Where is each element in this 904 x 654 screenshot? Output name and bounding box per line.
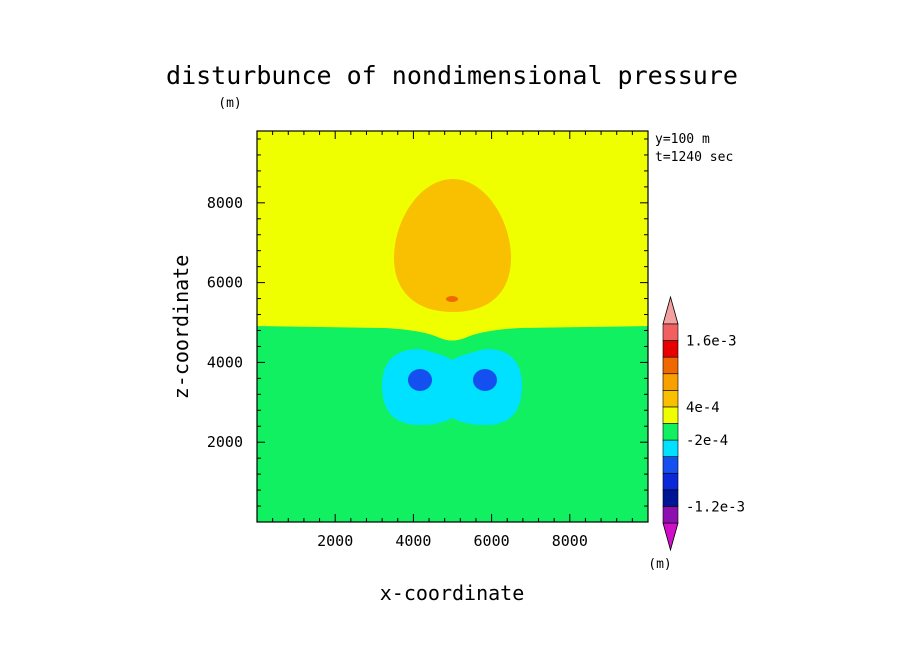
colorbar-segment <box>662 489 679 507</box>
colorbar-extend-high <box>662 295 679 325</box>
colorbar-label-3: 1.6e-3 <box>686 334 737 350</box>
field-low-core-right <box>473 369 497 391</box>
x-tick-label-8000: 8000 <box>552 532 588 550</box>
colorbar-segment <box>662 456 679 474</box>
colorbar-segment <box>662 506 679 524</box>
colorbar <box>662 295 679 552</box>
colorbar-segment <box>662 323 679 341</box>
colorbar-segment <box>662 340 679 358</box>
colorbar-label-0: -1.2e-3 <box>686 499 745 515</box>
annotation-y-slice: y=100 m <box>655 132 710 147</box>
field-warm-bubble <box>394 179 511 312</box>
annotation-time: t=1240 sec <box>655 150 733 165</box>
colorbar-segment <box>662 472 679 491</box>
colorbar-label-1: -2e-4 <box>686 433 728 449</box>
x-tick-label-2000: 2000 <box>317 532 353 550</box>
y-axis-label: z-coordinate <box>169 255 193 400</box>
plot-area <box>256 130 649 523</box>
chart-title: disturbunce of nondimensional pressure <box>166 61 738 90</box>
plot-frame <box>256 130 649 523</box>
y-tick-label-6000: 6000 <box>207 274 243 292</box>
y-tick-label-2000: 2000 <box>207 433 243 451</box>
field-low-core-left <box>408 369 432 391</box>
colorbar-segment <box>662 423 679 441</box>
field-inner-peak <box>446 296 458 302</box>
axis-ticks <box>257 131 648 522</box>
y-tick-label-4000: 4000 <box>207 353 243 371</box>
colorbar-segment <box>662 406 679 424</box>
x-tick-label-4000: 4000 <box>395 532 431 550</box>
x-axis-label: x-coordinate <box>380 581 525 605</box>
colorbar-label-2: 4e-4 <box>686 400 720 416</box>
field-low-lobe-outer <box>382 349 522 425</box>
colorbar-segment <box>662 390 679 408</box>
colorbar-segment <box>662 439 679 457</box>
x-tick-label-6000: 6000 <box>474 532 510 550</box>
colorbar-segment <box>662 373 679 391</box>
colorbar-extend-low <box>662 522 679 552</box>
colorbar-segment <box>662 356 679 375</box>
colorbar-unit: (m) <box>648 557 671 572</box>
y-tick-label-8000: 8000 <box>207 194 243 212</box>
y-axis-unit: (m) <box>218 96 241 111</box>
